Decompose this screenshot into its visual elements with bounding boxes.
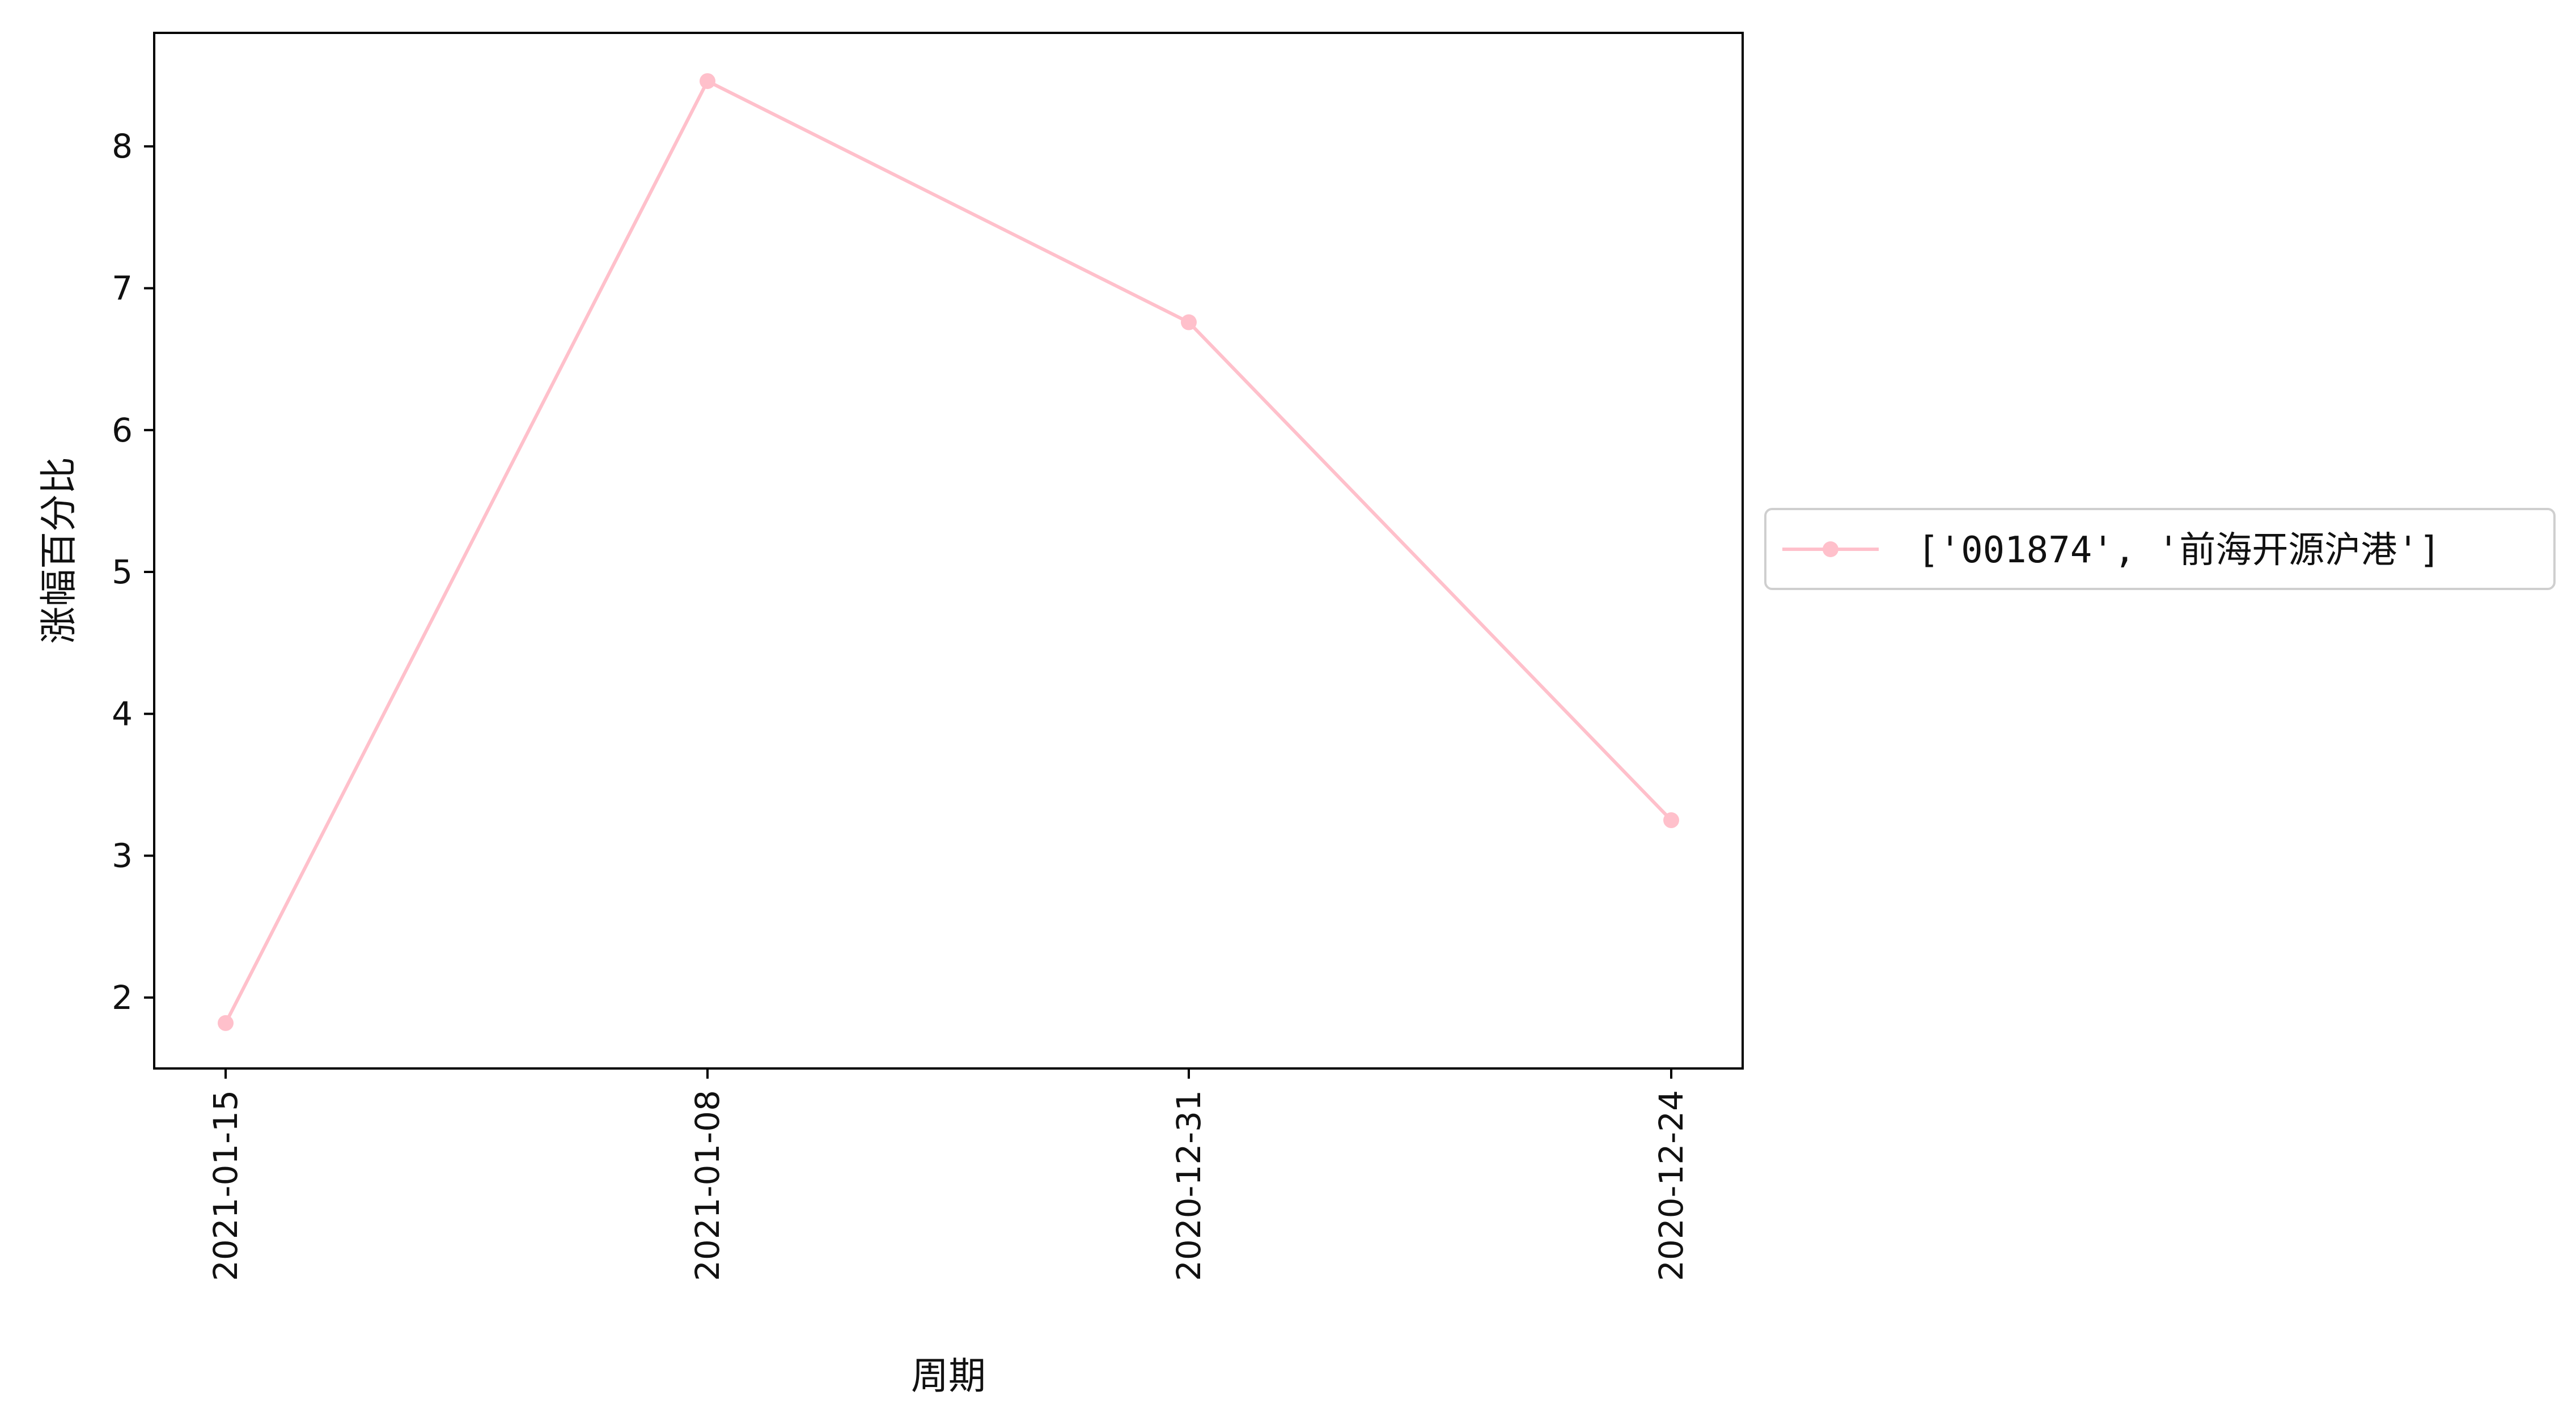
y-tick-label: 2 — [112, 978, 133, 1017]
data-point — [700, 73, 715, 90]
y-tick-label: 8 — [112, 127, 133, 166]
plot-frame — [153, 32, 1744, 1070]
data-point — [218, 1015, 234, 1031]
x-tick-label: 2020-12-24 — [1652, 1090, 1690, 1281]
y-axis-label: 涨幅百分比 — [37, 457, 80, 644]
series-layer — [218, 73, 1679, 1031]
x-tick-label: 2021-01-08 — [688, 1090, 727, 1281]
data-point — [1181, 314, 1197, 330]
y-tick-label: 3 — [112, 837, 133, 875]
series-line — [224, 79, 1673, 1024]
y-tick-label: 5 — [112, 553, 133, 591]
y-tick-label: 6 — [112, 411, 133, 449]
x-axis-label: 周期 — [911, 1354, 986, 1398]
y-tick-label: 7 — [112, 269, 133, 307]
x-tick-label: 2021-01-15 — [206, 1090, 245, 1281]
y-tick-label: 4 — [112, 694, 133, 733]
legend-series-label: ['001874', '前海开源沪港'] — [1917, 529, 2441, 571]
x-axis-ticks: 2021-01-15 2021-01-08 2020-12-31 2020-12-24 — [206, 1068, 1690, 1281]
legend-box — [1764, 508, 2556, 590]
data-point — [1663, 812, 1679, 829]
y-axis-ticks: 2 3 4 5 6 7 8 — [112, 127, 154, 1017]
legend-marker — [1823, 541, 1838, 557]
x-tick-label: 2020-12-31 — [1170, 1090, 1208, 1281]
legend: ['001874', '前海开源沪港'] — [1764, 508, 2556, 590]
